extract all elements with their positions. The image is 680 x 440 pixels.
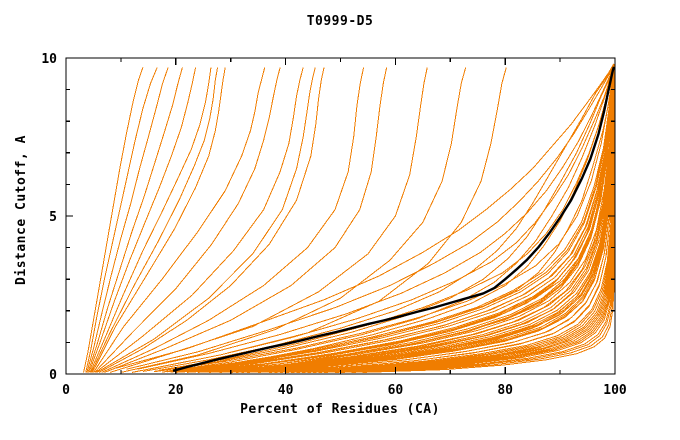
model-curve <box>83 67 144 373</box>
model-curve <box>175 65 616 373</box>
model-curve <box>89 67 212 373</box>
y-tick-label: 0 <box>49 368 57 383</box>
x-tick-label: 80 <box>497 383 513 398</box>
model-curve <box>197 64 616 373</box>
model-curve <box>101 67 365 373</box>
model-curve <box>120 67 467 373</box>
model-curve <box>86 67 169 373</box>
x-tick-label: 20 <box>168 383 184 398</box>
model-curve <box>153 66 614 372</box>
model-curve <box>88 67 197 373</box>
model-curve <box>95 67 304 373</box>
x-tick-label: 0 <box>62 383 70 398</box>
model-curve <box>183 65 616 373</box>
model-curve <box>137 64 615 370</box>
model-curve <box>197 66 616 373</box>
model-curve <box>222 68 616 373</box>
model-curve <box>334 74 616 373</box>
model-curve <box>148 65 615 370</box>
model-curve <box>93 67 266 373</box>
chart-title: T0999-D5 <box>306 14 374 29</box>
model-curve <box>167 64 616 373</box>
x-tick-label: 60 <box>388 383 404 398</box>
x-tick-label: 100 <box>603 383 627 398</box>
model-curve <box>90 67 219 373</box>
model-curve <box>164 63 616 372</box>
x-tick-label: 40 <box>278 383 294 398</box>
model-curve <box>142 67 614 372</box>
y-tick-label: 5 <box>49 210 57 225</box>
model-curve <box>85 67 158 373</box>
model-curve <box>233 68 616 373</box>
model-curve <box>153 64 616 373</box>
reference-curve <box>172 66 616 372</box>
model-curve <box>164 67 615 372</box>
model-curve <box>109 67 428 373</box>
model-curve <box>252 69 616 373</box>
model-curve <box>91 67 226 373</box>
model-curves-group <box>83 63 616 373</box>
model-curve <box>203 66 616 373</box>
model-curve <box>131 67 507 373</box>
model-curve <box>205 67 616 373</box>
y-tick-label: 10 <box>41 52 57 67</box>
tick-labels-group: 0 20 40 60 80 100 0 5 10 <box>41 52 627 398</box>
model-curve <box>291 71 616 373</box>
axes-group <box>65 57 616 375</box>
model-curve <box>362 76 616 373</box>
model-curve <box>98 67 325 373</box>
model-curve <box>194 65 616 373</box>
model-curve <box>87 67 183 373</box>
model-curve <box>126 64 615 370</box>
model-curve <box>104 67 388 373</box>
reference-curve-group <box>172 66 616 372</box>
model-curve <box>96 67 316 373</box>
model-curve <box>115 63 615 369</box>
model-curve <box>285 71 616 373</box>
model-curve <box>173 64 616 373</box>
x-axis-label: Percent of Residues (CA) <box>240 402 440 417</box>
model-curve <box>208 64 616 373</box>
model-curve <box>94 67 281 373</box>
